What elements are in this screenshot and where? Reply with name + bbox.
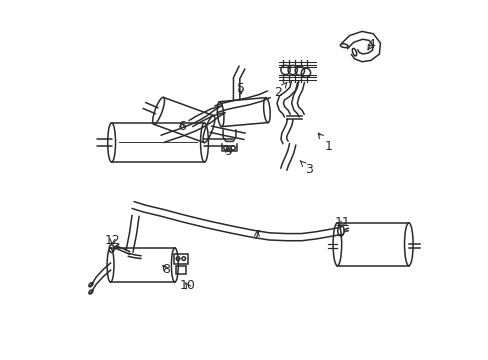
- Bar: [176, 266, 185, 274]
- Text: 7: 7: [252, 229, 261, 242]
- Text: 11: 11: [334, 216, 350, 229]
- Text: 4: 4: [366, 38, 374, 51]
- Bar: [174, 253, 187, 264]
- Text: 9: 9: [224, 145, 232, 158]
- Text: 6: 6: [178, 120, 185, 133]
- Text: 1: 1: [318, 133, 332, 153]
- Text: 12: 12: [104, 234, 120, 247]
- Text: 2: 2: [274, 82, 286, 99]
- Text: 5: 5: [237, 82, 244, 95]
- Text: 8: 8: [162, 263, 169, 276]
- Text: 3: 3: [300, 161, 312, 176]
- Text: 10: 10: [179, 279, 195, 292]
